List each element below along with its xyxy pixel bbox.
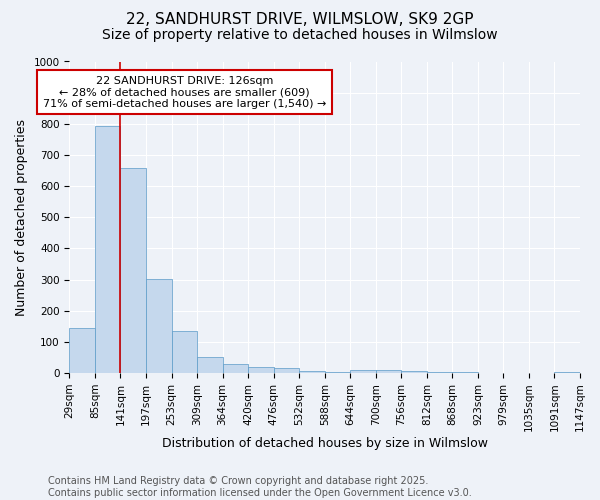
Bar [376, 370, 401, 373]
Bar [401, 371, 427, 373]
Bar [350, 370, 376, 373]
Bar [325, 372, 350, 373]
Text: Contains HM Land Registry data © Crown copyright and database right 2025.
Contai: Contains HM Land Registry data © Crown c… [48, 476, 472, 498]
Y-axis label: Number of detached properties: Number of detached properties [15, 118, 28, 316]
Bar [121, 168, 146, 373]
Bar [248, 368, 274, 373]
Text: Size of property relative to detached houses in Wilmslow: Size of property relative to detached ho… [102, 28, 498, 42]
Text: 22 SANDHURST DRIVE: 126sqm
← 28% of detached houses are smaller (609)
71% of sem: 22 SANDHURST DRIVE: 126sqm ← 28% of deta… [43, 76, 326, 108]
Bar [95, 126, 121, 373]
Bar [146, 279, 172, 373]
Bar [554, 372, 580, 373]
Text: 22, SANDHURST DRIVE, WILMSLOW, SK9 2GP: 22, SANDHURST DRIVE, WILMSLOW, SK9 2GP [126, 12, 474, 28]
Bar [197, 357, 223, 373]
Bar [172, 330, 197, 373]
Bar [274, 368, 299, 373]
X-axis label: Distribution of detached houses by size in Wilmslow: Distribution of detached houses by size … [162, 437, 488, 450]
Bar [452, 372, 478, 373]
Bar [299, 371, 325, 373]
Bar [223, 364, 248, 373]
Bar [427, 372, 452, 373]
Bar [70, 328, 95, 373]
